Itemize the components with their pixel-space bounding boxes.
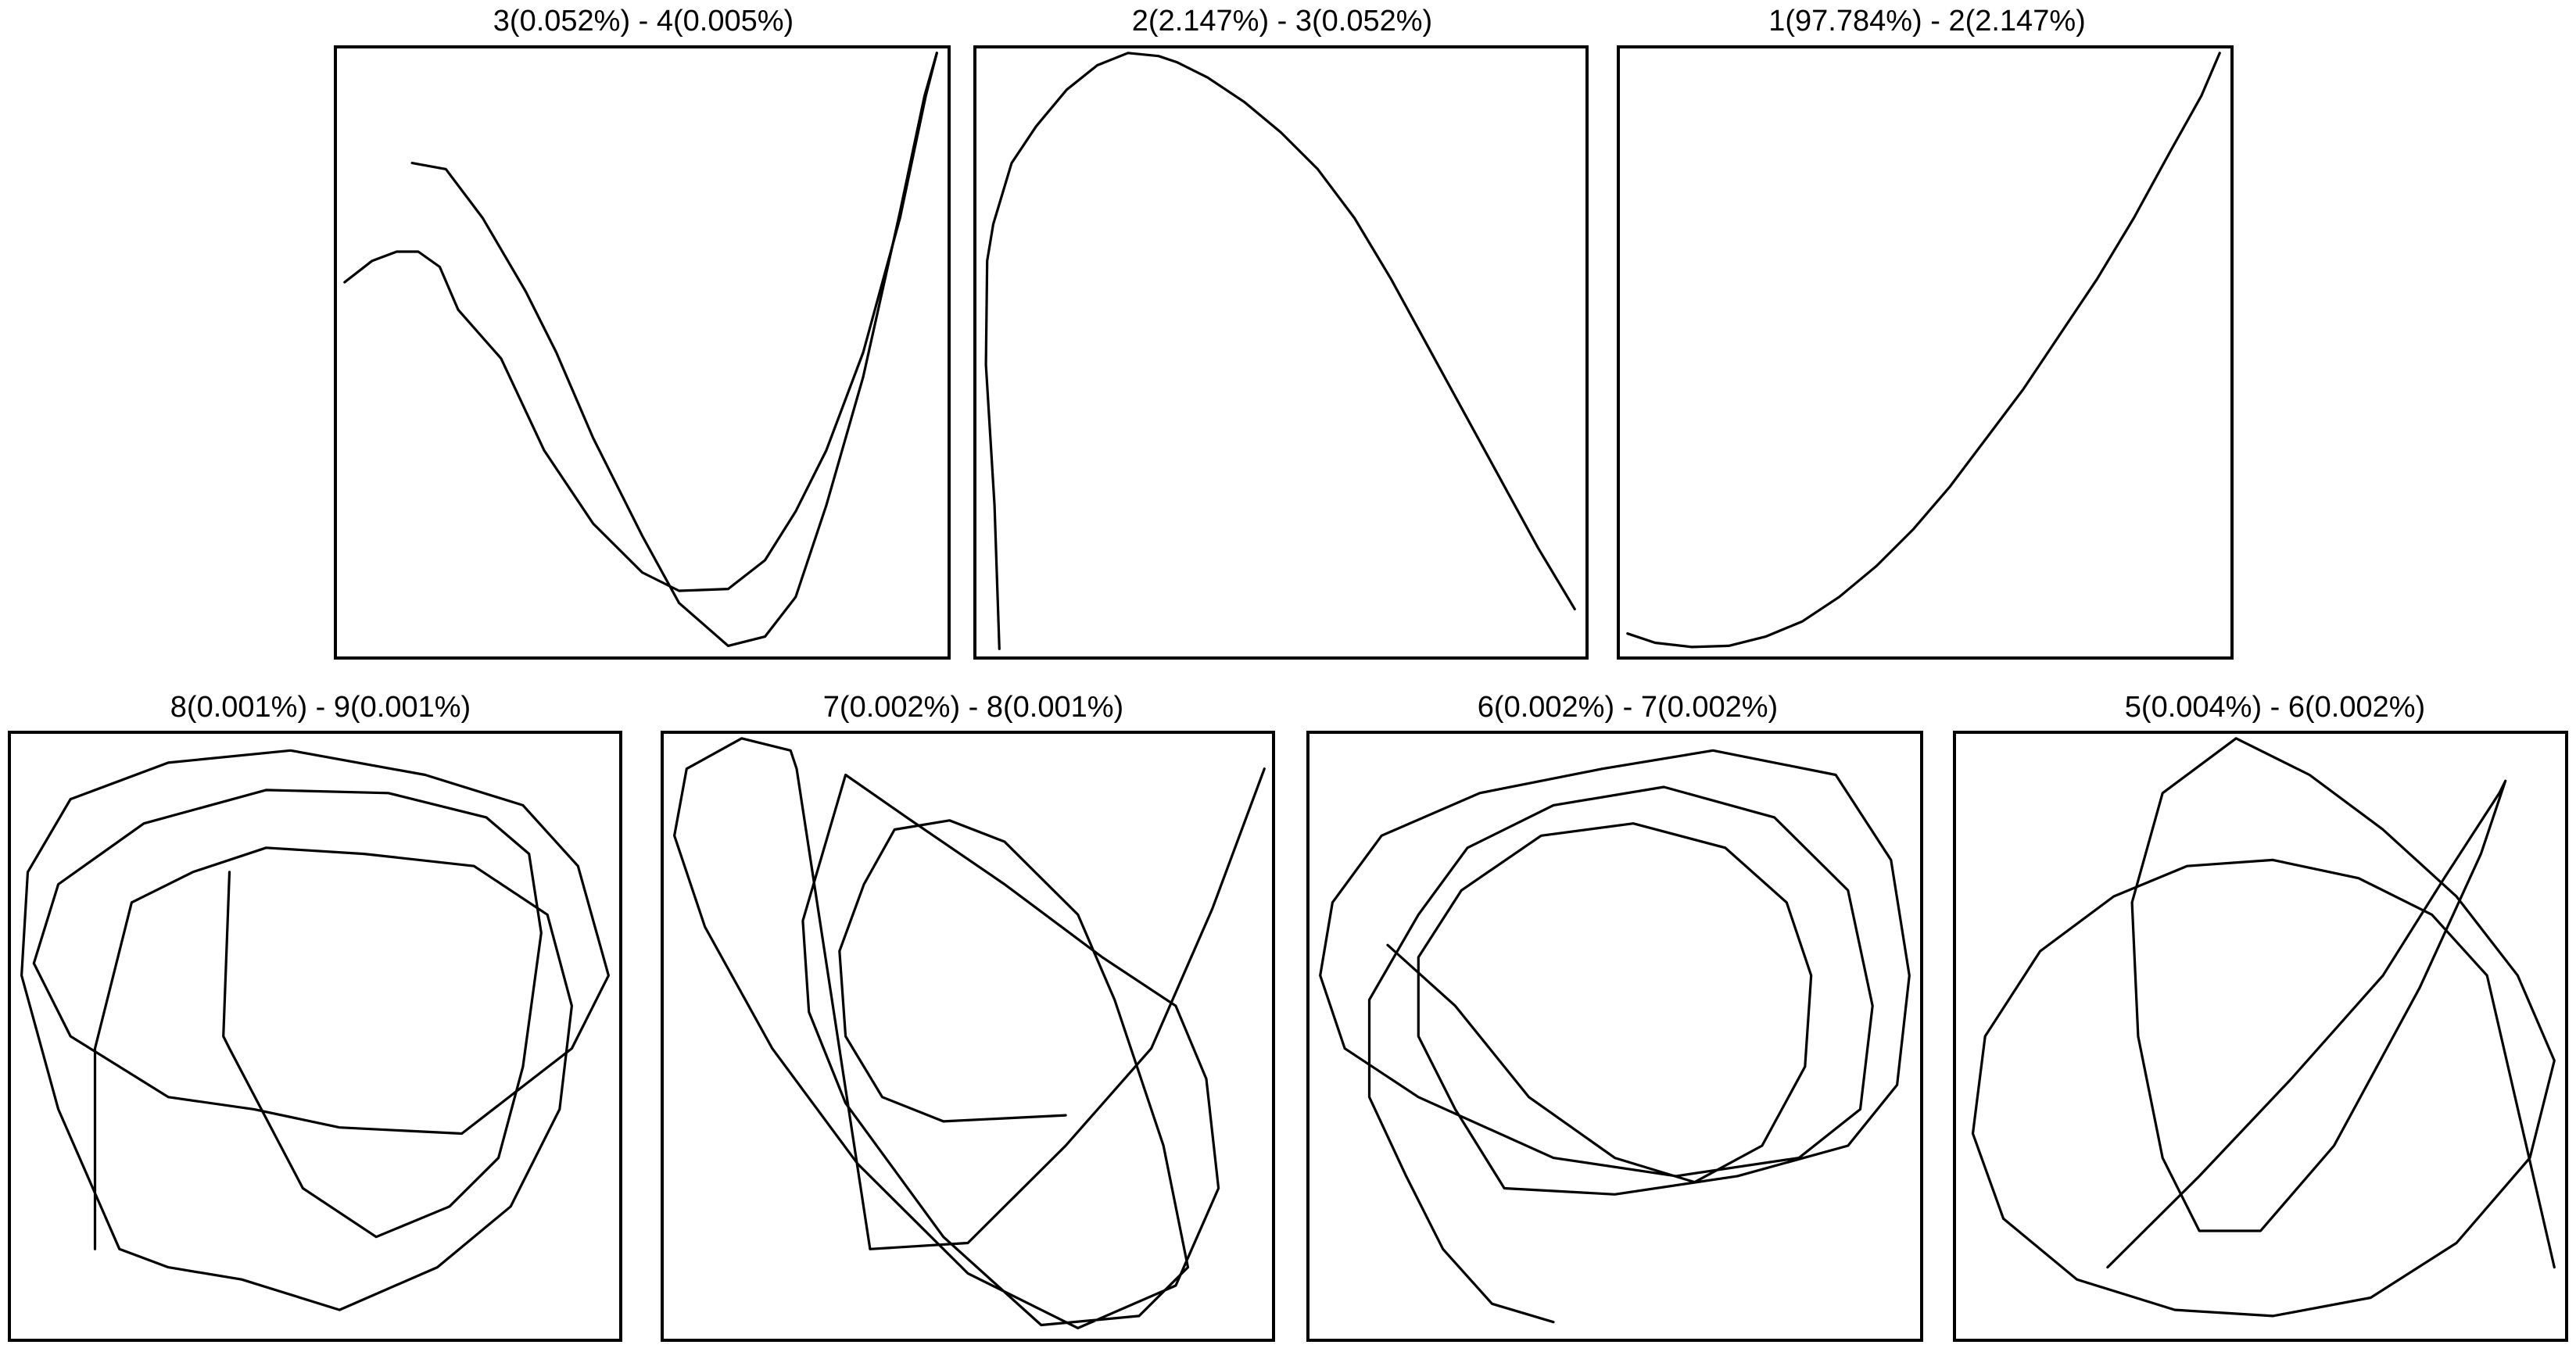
panel-6-frame (1306, 731, 1923, 1342)
panel-1-series (343, 52, 938, 648)
panel-1-series-line-1 (343, 52, 938, 592)
panel-4-series (20, 749, 611, 1311)
panel-6: 6(0.002%) - 7(0.002%) (1306, 691, 1923, 1342)
panel-1-title: 3(0.052%) - 4(0.005%) (493, 5, 794, 38)
panel-5-title: 7(0.002%) - 8(0.001%) (823, 691, 1123, 724)
panel-6-title: 6(0.002%) - 7(0.002%) (1478, 691, 1778, 724)
panel-4-frame (8, 731, 622, 1342)
panel-1: 3(0.052%) - 4(0.005%) (334, 5, 951, 660)
panel-5-series (672, 737, 1266, 1330)
panel-5: 7(0.002%) - 8(0.001%) (661, 691, 1275, 1342)
panel-5-frame (661, 731, 1275, 1342)
panel-2: 2(2.147%) - 3(0.052%) (973, 5, 1589, 660)
panel-2-title: 2(2.147%) - 3(0.052%) (1132, 5, 1432, 38)
panel-2-frame (973, 45, 1589, 660)
panel-6-series (1319, 749, 1911, 1324)
panel-3: 1(97.784%) - 2(2.147%) (1617, 5, 2234, 660)
panel-6-series-line-1 (1319, 749, 1911, 1324)
panel-3-series-line-1 (1626, 52, 2221, 649)
panel-7: 5(0.004%) - 6(0.002%) (1953, 691, 2568, 1342)
panel-3-series (1626, 52, 2221, 649)
panel-5-series-line-1 (672, 737, 1266, 1330)
panel-3-frame (1617, 45, 2234, 660)
panel-4-title: 8(0.001%) - 9(0.001%) (170, 691, 471, 724)
panel-7-frame (1953, 731, 2568, 1342)
panel-7-title: 5(0.004%) - 6(0.002%) (2125, 691, 2425, 724)
panel-1-series-line-2 (410, 52, 938, 648)
panel-3-title: 1(97.784%) - 2(2.147%) (1768, 5, 2086, 38)
panel-7-series-line-1 (1971, 737, 2556, 1318)
panel-1-frame (334, 45, 951, 660)
panel-7-series (1971, 737, 2556, 1318)
panel-2-series (984, 52, 1576, 650)
panel-4-series-line-1 (20, 749, 611, 1311)
panel-2-series-line-1 (984, 52, 1576, 650)
panel-4: 8(0.001%) - 9(0.001%) (8, 691, 622, 1342)
